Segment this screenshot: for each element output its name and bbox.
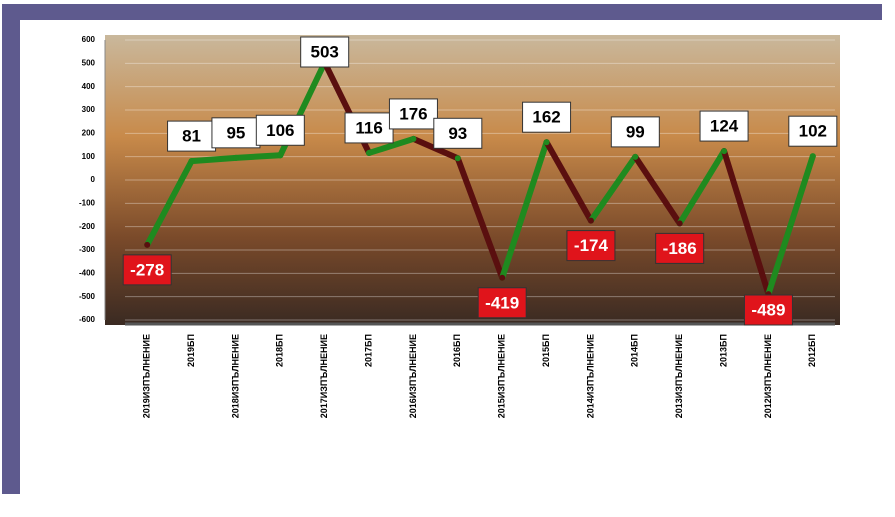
y-tick-label: -400: [79, 268, 96, 277]
value-label: 116: [355, 118, 382, 137]
x-tick-label: 2013ИЗПЪЛНЕНИЕ: [674, 334, 684, 418]
y-tick-label: 100: [82, 152, 96, 161]
x-tick-label: 2016ИЗПЪЛНЕНИЕ: [408, 334, 418, 418]
point: [188, 158, 195, 165]
value-label: 93: [448, 124, 467, 143]
line-segment: [543, 139, 594, 224]
value-label: -174: [574, 236, 609, 255]
x-tick-label: 2019ИЗПЪЛНЕНИЕ: [142, 334, 152, 418]
line-segment: [721, 148, 772, 298]
y-tick-label: 300: [82, 105, 96, 114]
line-segment: [632, 153, 683, 227]
value-label: -186: [663, 239, 697, 258]
y-tick-label: 500: [82, 58, 96, 67]
point: [809, 153, 816, 160]
x-tick-label: 2018БП: [275, 334, 285, 367]
x-tick-label: 2016БП: [452, 334, 462, 367]
value-label: 106: [266, 121, 294, 140]
y-tick-label: -300: [79, 245, 96, 254]
line-segment: [232, 152, 284, 161]
line-segment: [587, 153, 639, 224]
value-label: 503: [311, 42, 339, 61]
value-label-box: [433, 117, 483, 149]
point: [721, 148, 728, 155]
value-label: 102: [799, 122, 827, 141]
x-tick-label: 2017БП: [363, 334, 373, 367]
y-tick-label: -600: [79, 315, 96, 324]
x-tick-label: 2013БП: [718, 334, 728, 367]
x-tick-label: 2015БП: [541, 334, 551, 367]
point: [454, 155, 461, 162]
value-label-box: [743, 294, 793, 326]
value-label-box: [699, 110, 749, 142]
line-segment: [499, 139, 550, 281]
y-tick-label: 400: [82, 82, 96, 91]
x-tick-label: 2015ИЗПЪЛНЕНИЕ: [497, 334, 507, 418]
value-label-box: [255, 114, 305, 146]
x-tick-label: 2018ИЗПЪЛНЕНИЕ: [230, 334, 240, 418]
value-label: -419: [485, 293, 519, 312]
value-label-box: [610, 116, 660, 148]
x-tick-label: 2012ИЗПЪЛНЕНИЕ: [763, 334, 773, 418]
point: [543, 139, 550, 146]
point: [676, 220, 683, 227]
y-tick-label: -100: [79, 198, 96, 207]
value-label-box: [522, 101, 572, 133]
x-tick-label: 2012БП: [807, 334, 817, 367]
y-tick-label: -200: [79, 222, 96, 231]
line-segment: [454, 155, 506, 281]
y-tick-label: 0: [91, 175, 96, 184]
value-label: 176: [399, 104, 427, 123]
value-label: -278: [130, 260, 164, 279]
line-segment: [188, 154, 239, 165]
value-label-box: [122, 254, 172, 286]
value-label-box: [566, 230, 616, 262]
value-label: 81: [182, 127, 201, 146]
point: [366, 149, 373, 156]
value-label-box: [788, 115, 838, 147]
point: [144, 241, 151, 248]
value-label-box: [477, 287, 527, 319]
value-label-box: [300, 36, 350, 68]
value-label-box: [167, 120, 217, 152]
y-tick-label: -500: [79, 292, 96, 301]
line-segment: [676, 148, 728, 227]
value-label-box: [344, 112, 394, 144]
point: [499, 274, 506, 281]
value-label: 162: [532, 108, 560, 127]
point: [587, 217, 594, 224]
y-tick-label: 200: [82, 128, 96, 137]
line-segment: [366, 135, 417, 156]
value-label: -489: [751, 300, 785, 319]
point: [232, 154, 239, 161]
x-tick-label: 2014ИЗПЪЛНЕНИЕ: [585, 334, 595, 418]
value-label: 124: [710, 117, 739, 136]
photo-background: [105, 35, 840, 325]
y-tick-label: 600: [82, 35, 96, 44]
x-tick-label: 2017ИЗПЪЛНЕНИЕ: [319, 334, 329, 418]
point: [632, 153, 639, 160]
value-label-box: [655, 232, 705, 264]
value-label: 95: [226, 123, 245, 142]
value-label-box: [388, 98, 438, 130]
line-segment: [144, 158, 195, 248]
point: [410, 135, 417, 142]
line-segment: [765, 153, 816, 298]
x-tick-label: 2019БП: [186, 334, 196, 367]
x-tick-label: 2014БП: [630, 334, 640, 367]
value-label: 99: [626, 122, 645, 141]
point: [277, 152, 284, 159]
